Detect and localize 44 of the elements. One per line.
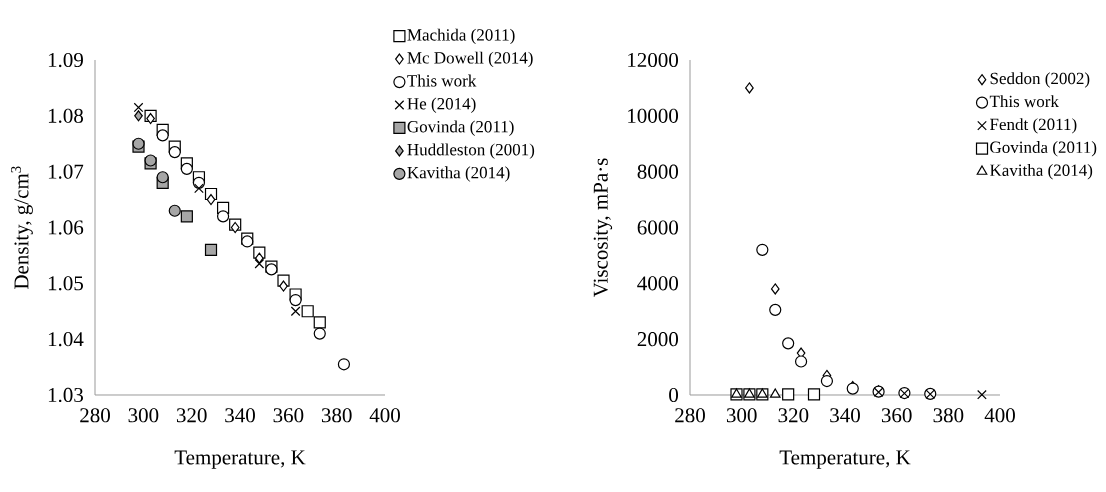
x-tick-label: 400 (369, 408, 400, 423)
legend-label: Kavitha (2014) (407, 166, 510, 182)
y-tick-label: 4000 (637, 276, 679, 291)
legend-label: Fendt (2011) (990, 118, 1077, 134)
y-tick-label: 1.04 (48, 332, 84, 347)
legend-label: Mc Dowell (2014) (407, 51, 533, 68)
legend-label: Machida (2011) (407, 28, 515, 45)
x-tick-label: 400 (984, 408, 1015, 423)
legend-label: This work (989, 95, 1059, 108)
x-tick-label: 380 (933, 408, 964, 423)
legend-label: This work (407, 74, 477, 87)
x-tick-label: 320 (778, 408, 809, 423)
x-axis-title: Temperature, K (779, 450, 911, 469)
legend-label: Govinda (2011) (990, 141, 1097, 157)
x-tick-label: 300 (726, 408, 757, 423)
y-axis-title: Density, g/cm$^{3}$ (11, 166, 33, 290)
y-tick-label: 1.03 (48, 387, 83, 403)
legend-label: Seddon (2002) (990, 72, 1090, 88)
y-tick-label: 1.08 (48, 108, 84, 123)
y-tick-label: 0 (669, 387, 679, 403)
y-axis-title: Viscosity, mPa·s (593, 158, 613, 298)
legend-label: Kavitha (2014) (990, 164, 1093, 180)
x-axis-title: Temperature, K (174, 450, 306, 469)
x-tick-label: 360 (881, 408, 912, 423)
y-tick-label: 8000 (637, 164, 679, 179)
y-tick-label: 2000 (637, 332, 679, 347)
legend-label: Huddleston (2001) (407, 143, 535, 159)
x-tick-label: 340 (830, 408, 860, 423)
x-tick-label: 380 (321, 408, 352, 423)
y-tick-label: 1.07 (48, 164, 84, 179)
x-tick-label: 360 (273, 408, 304, 423)
y-tick-label: 6000 (637, 220, 679, 235)
x-tick-label: 340 (225, 408, 255, 423)
x-tick-label: 300 (128, 408, 159, 423)
x-tick-label: 320 (176, 408, 207, 423)
x-tick-label: 280 (80, 408, 110, 423)
y-tick-label: 1.09 (48, 52, 83, 68)
y-tick-label: 10000 (628, 108, 679, 123)
y-tick-label: 1.06 (48, 220, 84, 235)
x-tick-label: 280 (675, 408, 705, 423)
y-tick-label: 12000 (628, 52, 679, 68)
legend-label: He (2014) (407, 97, 476, 113)
legend-label: Govinda (2011) (407, 120, 514, 136)
y-tick-label: 1.05 (48, 276, 83, 291)
